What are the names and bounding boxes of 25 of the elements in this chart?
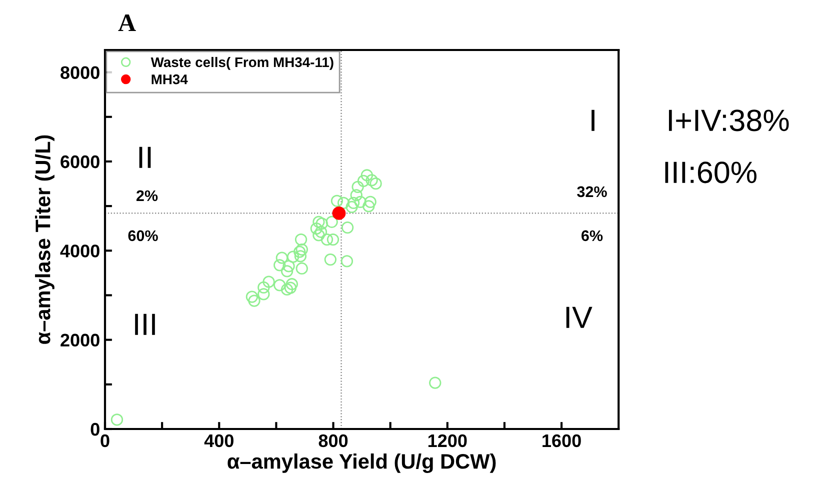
x-axis-title: α–amylase Yield (U/g DCW) xyxy=(228,453,496,473)
text: I+IV:38% xyxy=(668,110,789,132)
annotation: 2% xyxy=(136,190,158,202)
y-tick-label: 0 xyxy=(90,422,100,436)
x-tick-label: 400 xyxy=(204,434,234,448)
annotation: IV xyxy=(566,306,592,328)
legend-label: MH34 xyxy=(152,74,188,84)
y-axis-title: α–amylase Titer (U/L) xyxy=(35,135,54,344)
x-tick-label: 1200 xyxy=(428,434,467,448)
annotation: II xyxy=(139,146,151,168)
annotation: I xyxy=(592,110,594,131)
y-tick-label: 8000 xyxy=(60,66,100,80)
y-tick-label: 4000 xyxy=(60,244,100,258)
y-tick-label: 6000 xyxy=(60,155,100,168)
annotation: 32% xyxy=(577,186,607,198)
x-tick-label: 0 xyxy=(100,434,110,448)
x-tick-label: 800 xyxy=(318,434,348,448)
annotation: 60% xyxy=(128,230,158,242)
y-tick-label: 2000 xyxy=(60,334,100,347)
x-tick-label: 1600 xyxy=(542,434,581,448)
annotation: 6% xyxy=(582,230,603,242)
annotation: III xyxy=(135,314,155,335)
legend-label: Waste cells( From MH34-11) xyxy=(150,56,334,70)
chart-title: A xyxy=(118,14,136,32)
text: III:60% xyxy=(665,162,756,184)
